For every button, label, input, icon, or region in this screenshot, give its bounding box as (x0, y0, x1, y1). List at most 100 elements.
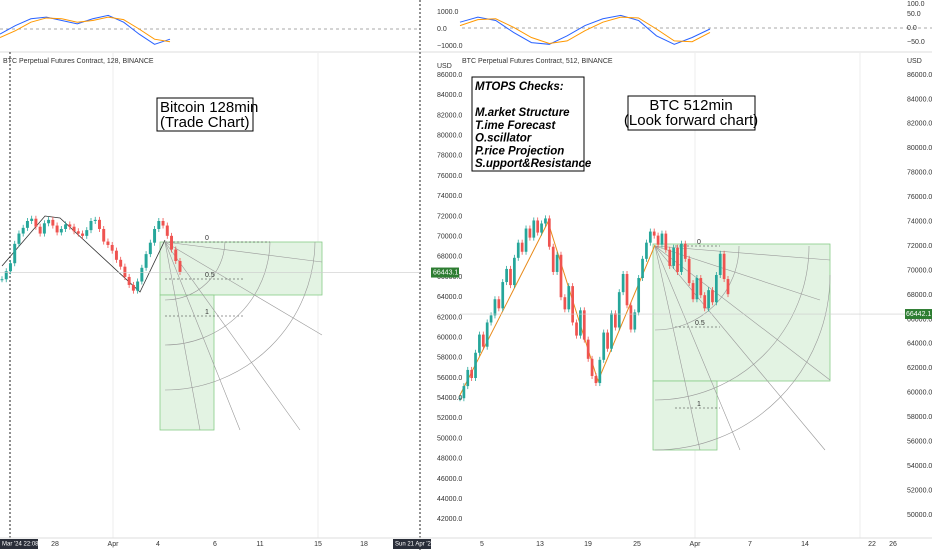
candle (594, 375, 598, 384)
candle (157, 220, 161, 229)
candle (660, 233, 664, 245)
checklist-item: O.scillator (475, 133, 532, 145)
candle (481, 334, 485, 347)
candle (703, 295, 707, 309)
y-tick-label: 78000.0 (437, 153, 462, 160)
candle (645, 242, 648, 259)
candle (567, 286, 571, 310)
candle (614, 313, 617, 328)
y2-tick-label: 52000.0 (907, 487, 932, 494)
chart-header: BTC Perpetual Futures Contract, 128, BIN… (3, 58, 154, 65)
candle (466, 369, 470, 387)
annotation-box (156, 97, 254, 132)
candle (726, 279, 730, 295)
candle (602, 332, 606, 360)
candle (582, 310, 586, 340)
x-tick-label: 7 (748, 541, 752, 548)
candle (25, 220, 29, 228)
y-tick-label: 76000.0 (437, 173, 462, 180)
candle (72, 226, 76, 232)
axis-unit: USD (437, 63, 452, 70)
y2-tick-label: 80000.0 (907, 145, 932, 152)
candle (68, 224, 72, 227)
candle (559, 254, 563, 298)
x-tick-label: 19 (584, 541, 592, 548)
candle (532, 220, 536, 238)
chart-header: BTC Perpetual Futures Contract, 512, BIN… (462, 58, 613, 65)
candle (110, 244, 114, 251)
candle (520, 242, 524, 252)
candle (8, 263, 12, 272)
fib-drawing (159, 241, 323, 431)
candle (637, 278, 641, 313)
x-tick-label: 4 (156, 541, 160, 548)
price-tag-bg (905, 309, 932, 320)
price-tag: 66442.1 (906, 311, 931, 318)
candle (21, 227, 25, 234)
annotation: (Trade Chart) (160, 114, 249, 131)
x-tick-label: 6 (213, 541, 217, 548)
candle (13, 243, 17, 264)
checklist-item: M.arket Structure (475, 107, 570, 119)
x-tick-label: 22 (868, 541, 876, 548)
candle (85, 230, 89, 236)
candle (501, 282, 505, 309)
candle (34, 218, 38, 227)
time-marker (0, 539, 38, 549)
y-tick-label: 72000.0 (437, 213, 462, 220)
candle (140, 267, 144, 282)
x-tick-label: 13 (536, 541, 544, 548)
candle (470, 369, 474, 379)
fib-label: 1 (697, 401, 701, 408)
y-tick-label: 80000.0 (437, 132, 462, 139)
y-tick-label: 54000.0 (437, 395, 462, 402)
oscillator-line (459, 16, 711, 44)
structure-line (1, 215, 166, 293)
candle (718, 253, 722, 275)
axis-unit: USD (907, 58, 922, 65)
y-tick-label: 64000.0 (437, 294, 462, 301)
candle (474, 352, 477, 379)
oscillator-line (0, 16, 171, 43)
x-tick-label: 18 (360, 541, 368, 548)
candle (93, 219, 97, 221)
candle (676, 247, 679, 272)
candle (695, 278, 699, 300)
candle (711, 290, 714, 303)
candle (524, 228, 528, 252)
y-tick-label: 1000.0 (437, 9, 459, 16)
candle (0, 279, 4, 281)
candle (648, 231, 652, 243)
candle (64, 224, 68, 229)
x-tick-label: Apr (690, 541, 702, 548)
x-tick-label: Apr (108, 541, 120, 548)
y2-tick-label: 50000.0 (907, 512, 932, 519)
candle (633, 312, 637, 330)
candle (497, 299, 501, 309)
candle (76, 231, 80, 234)
candle (127, 276, 131, 285)
y2-tick-label: 60000.0 (907, 390, 932, 397)
candle (516, 242, 520, 258)
candle (89, 220, 93, 231)
candle (165, 225, 169, 236)
y2-tick-label: −50.0 (907, 39, 925, 46)
candle (489, 315, 493, 323)
candle (656, 235, 660, 245)
annotation-box (627, 95, 756, 131)
y-tick-label: 44000.0 (437, 496, 462, 503)
y-tick-label: 50000.0 (437, 435, 462, 442)
candle (102, 228, 106, 242)
candle (617, 292, 621, 328)
candle (691, 283, 695, 300)
candle (683, 243, 687, 259)
candle (571, 286, 574, 323)
y2-tick-label: 0.0 (907, 25, 917, 32)
y-tick-label: 70000.0 (437, 233, 462, 240)
y-tick-label: 46000.0 (437, 476, 462, 483)
candle (680, 243, 683, 272)
y2-tick-label: 58000.0 (907, 414, 932, 421)
candle (621, 273, 625, 293)
candle (55, 225, 59, 233)
candle (81, 233, 85, 236)
